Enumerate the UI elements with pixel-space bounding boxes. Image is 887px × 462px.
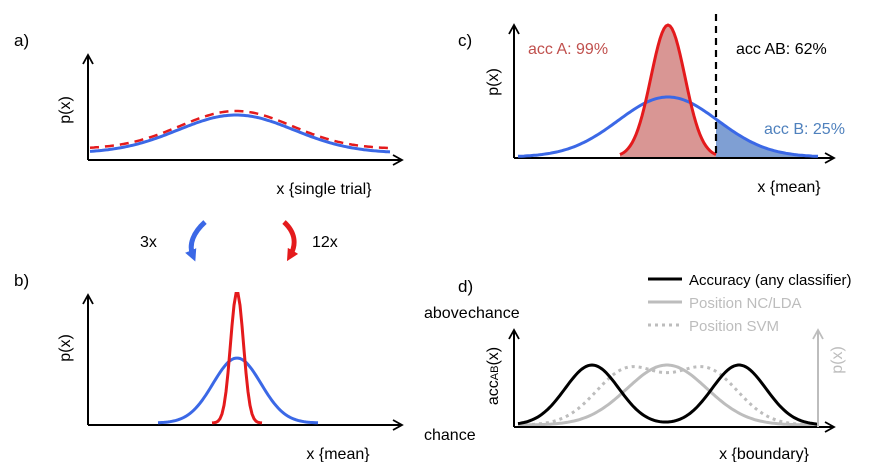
panel-d-letter: d) <box>458 277 473 296</box>
panel-a-blue-curve <box>89 113 391 154</box>
panel-b-x-label: x {mean} <box>306 446 370 462</box>
red-curved-arrow-icon <box>282 220 299 262</box>
arrow-right-label: 12x <box>312 234 338 251</box>
panel-a-y-label: p(x) <box>57 96 74 124</box>
panel-d-y-label-tail: (x) <box>485 347 502 366</box>
y-top-label-above: above <box>424 305 468 322</box>
panel-a-letter: a) <box>14 31 29 50</box>
panel-d-accuracy-curve <box>517 363 819 426</box>
transition-arrows: 3x 12x <box>140 220 338 262</box>
panel-d-y-label-sub: AB <box>489 366 501 381</box>
y-top-label-chance: chance <box>468 305 520 322</box>
acc-ab-label: acc AB: 62% <box>736 41 827 58</box>
panel-d: d) Accuracy (any classifier) Position NC… <box>424 272 852 462</box>
panel-a: a) p(x) x {single trial} <box>14 31 404 198</box>
legend-svm-label: Position SVM <box>689 318 779 335</box>
panel-a-x-label: x {single trial} <box>276 181 372 198</box>
panel-b-letter: b) <box>14 271 29 290</box>
panel-b: b) p(x) x {mean} <box>14 271 404 462</box>
panel-c-letter: c) <box>458 31 472 50</box>
panel-b-red-curve <box>211 292 263 425</box>
panel-c-red-area <box>620 25 716 157</box>
panel-a-red-dashed-curve <box>89 109 391 150</box>
panel-d-y-label-main: acc <box>485 380 502 405</box>
panel-d-legend: Accuracy (any classifier) Position NC/LD… <box>648 272 852 335</box>
panel-c-x-label: x {mean} <box>757 179 821 196</box>
panel-d-svm-curve <box>517 365 818 427</box>
arrow-left-label: 3x <box>140 234 157 251</box>
panel-b-y-label: p(x) <box>57 334 74 362</box>
panel-c-red-curve <box>619 23 717 156</box>
svg-text:accAB(x): accAB(x) <box>485 347 502 405</box>
acc-b-label: acc B: 25% <box>764 121 845 138</box>
panel-d-x-label: x {boundary} <box>719 446 810 462</box>
panel-d-nc-lda-curve <box>518 363 819 427</box>
legend-accuracy-label: Accuracy (any classifier) <box>689 272 852 289</box>
panel-c: c) p(x) x {mean} acc A: 99% acc AB: 62% … <box>458 14 845 196</box>
panel-d-y-label: accAB(x) <box>485 347 502 405</box>
panel-c-y-label: p(x) <box>485 68 502 96</box>
blue-curved-arrow-icon <box>185 220 207 262</box>
acc-a-label: acc A: 99% <box>528 41 608 58</box>
panel-d-right-y-label: p(x) <box>829 346 846 374</box>
y-bottom-label: chance <box>424 427 476 444</box>
panel-c-blue-area <box>716 119 818 157</box>
legend-nc-lda-label: Position NC/LDA <box>689 295 802 312</box>
panel-b-blue-curve <box>157 356 319 425</box>
panel-c-blue-curve <box>517 95 819 158</box>
